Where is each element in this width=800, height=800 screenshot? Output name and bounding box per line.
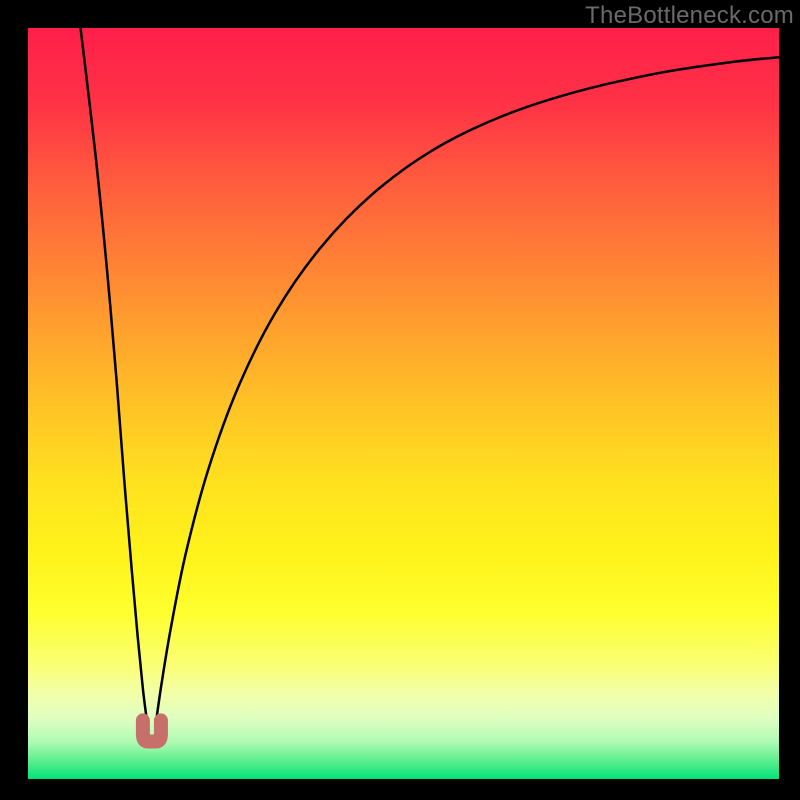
watermark-text: TheBottleneck.com xyxy=(585,2,794,30)
chart-container: { "watermark": "TheBottleneck.com", "cha… xyxy=(0,0,800,800)
bottleneck-chart xyxy=(0,0,800,800)
